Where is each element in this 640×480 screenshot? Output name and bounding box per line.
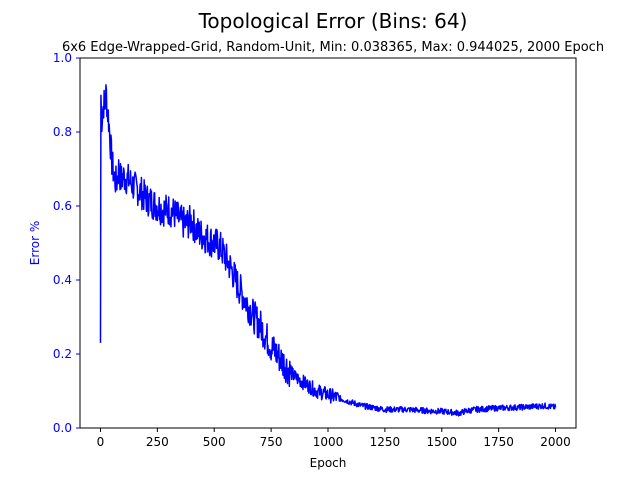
y-axis-label: Error % — [28, 221, 42, 265]
x-tick-label-3: 750 — [260, 435, 283, 449]
y-tick-label-0: 0.0 — [53, 421, 72, 435]
x-tick-label-2: 500 — [203, 435, 226, 449]
axes-frame — [79, 57, 577, 429]
x-tick-label-1: 250 — [146, 435, 169, 449]
y-tick-label-2: 0.4 — [53, 273, 72, 287]
y-tick-label-1: 0.2 — [53, 347, 72, 361]
x-tick-label-4: 1000 — [313, 435, 344, 449]
x-tick-label-0: 0 — [97, 435, 105, 449]
chart-title: Topological Error (Bins: 64) — [198, 9, 468, 33]
x-tick-label-5: 1250 — [370, 435, 401, 449]
y-tick-label-5: 1.0 — [53, 51, 72, 65]
x-tick-label-6: 1500 — [426, 435, 457, 449]
plot-area: 0 250 500 750 1000 1250 1500 1750 2000 0.0 0.2 0.4 0… — [53, 51, 577, 449]
x-tick-label-8: 2000 — [540, 435, 571, 449]
series-line-0 — [99, 84, 557, 417]
chart-subtitle: 6x6 Edge-Wrapped-Grid, Random-Unit, Min:… — [62, 40, 604, 55]
x-tick-label-7: 1750 — [483, 435, 514, 449]
x-axis-label: Epoch — [310, 456, 347, 470]
y-tick-label-4: 0.8 — [53, 125, 72, 139]
y-tick-label-3: 0.6 — [53, 199, 72, 213]
